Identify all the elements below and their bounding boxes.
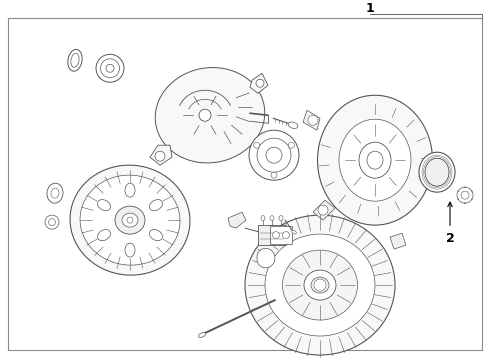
Ellipse shape [359,142,391,178]
Ellipse shape [261,216,265,221]
Ellipse shape [318,95,433,225]
Ellipse shape [155,68,265,163]
Ellipse shape [100,59,120,78]
Ellipse shape [115,206,145,234]
Circle shape [288,142,294,148]
Circle shape [271,172,277,178]
Ellipse shape [149,199,163,211]
Ellipse shape [419,152,455,192]
Ellipse shape [266,147,282,163]
Ellipse shape [257,138,291,172]
Ellipse shape [106,64,114,72]
Ellipse shape [279,216,283,221]
Circle shape [256,79,264,87]
Ellipse shape [125,243,135,257]
Ellipse shape [98,230,111,241]
Circle shape [471,199,472,200]
Ellipse shape [249,130,299,180]
Ellipse shape [283,250,358,320]
Ellipse shape [96,54,124,82]
Polygon shape [250,73,268,93]
Ellipse shape [71,53,79,67]
Ellipse shape [80,175,180,265]
Ellipse shape [292,230,296,234]
Text: 2: 2 [445,231,454,244]
Ellipse shape [68,49,82,71]
Ellipse shape [283,231,290,239]
Ellipse shape [339,119,411,201]
Ellipse shape [425,158,449,186]
Ellipse shape [311,277,329,293]
Polygon shape [150,145,172,165]
Bar [270,226,292,244]
Circle shape [314,279,326,291]
Circle shape [318,205,328,215]
Circle shape [458,191,459,192]
Circle shape [308,115,318,125]
Ellipse shape [304,270,336,300]
Ellipse shape [149,230,163,241]
Ellipse shape [70,165,190,275]
Circle shape [155,151,165,161]
Circle shape [471,191,472,192]
Text: 1: 1 [366,2,374,15]
Ellipse shape [270,216,274,221]
Polygon shape [228,212,246,228]
Ellipse shape [51,188,59,198]
Bar [258,225,286,245]
Polygon shape [303,110,320,130]
Ellipse shape [127,217,133,223]
Ellipse shape [288,122,298,129]
Circle shape [465,187,466,188]
Circle shape [465,203,466,204]
Ellipse shape [122,213,138,227]
Ellipse shape [125,183,135,197]
Polygon shape [257,248,275,268]
Ellipse shape [47,183,63,203]
Ellipse shape [245,215,395,355]
Ellipse shape [98,199,111,211]
Ellipse shape [272,231,279,239]
Polygon shape [390,233,406,249]
Circle shape [199,109,211,121]
Ellipse shape [457,187,473,203]
Polygon shape [313,200,335,220]
Ellipse shape [49,219,55,226]
Ellipse shape [258,230,266,236]
Ellipse shape [265,234,375,336]
Ellipse shape [45,215,59,229]
Ellipse shape [461,191,469,199]
Circle shape [458,199,459,200]
Ellipse shape [198,333,206,337]
Ellipse shape [367,151,383,169]
Circle shape [254,142,260,148]
